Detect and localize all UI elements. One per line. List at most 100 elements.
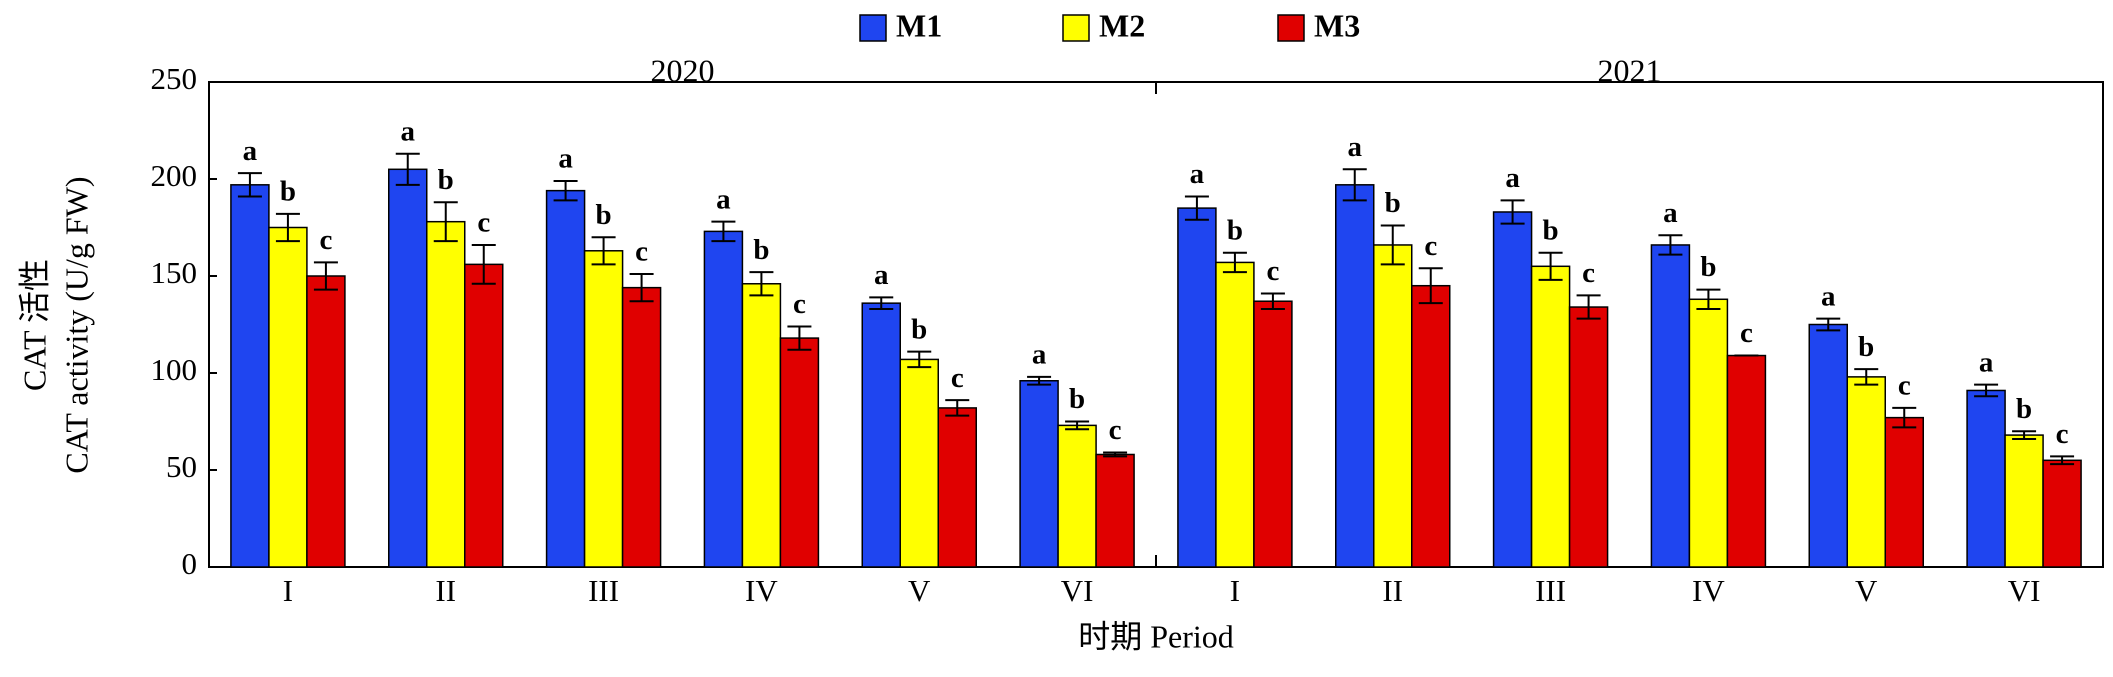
error-bar [471,243,496,285]
error-bar [869,296,894,310]
significance-label: c [1582,257,1595,289]
significance-label: c [1266,255,1279,287]
bar [703,230,744,568]
error-bar [553,179,578,202]
x-tick-label: V [1855,573,1878,608]
error-bar [1892,406,1917,429]
y-tick-label: 150 [151,255,198,290]
significance-label: c [1898,370,1911,402]
bar [1846,376,1886,568]
significance-label: a [401,115,416,147]
bar [1335,184,1375,568]
error-bar [2050,455,2075,466]
significance-label: a [1348,131,1363,163]
significance-label: a [1663,197,1678,229]
error-bar [907,350,932,369]
legend-swatch [1062,14,1090,42]
significance-label: a [716,183,731,215]
significance-label: c [2056,418,2069,450]
significance-label: a [874,259,889,291]
x-tick-label: I [1230,573,1240,608]
significance-label: a [1979,346,1994,378]
significance-label: c [1109,414,1122,446]
bar [1253,300,1293,568]
error-bar [945,399,970,417]
significance-label: c [793,288,806,320]
error-bar [1027,375,1052,386]
error-bar [629,273,654,303]
bar [1492,211,1533,568]
significance-label: a [558,143,573,175]
significance-label: c [1424,230,1437,262]
x-tick-label: IV [745,573,778,608]
y-tick-label: 200 [151,158,198,193]
significance-label: b [1543,214,1559,246]
significance-label: b [753,234,769,266]
error-bar [1816,317,1841,332]
error-bar [1184,195,1209,221]
bar [1688,298,1729,568]
bar [741,283,782,568]
bar [1373,244,1413,568]
x-tick-label: III [588,573,619,608]
legend-swatch [859,14,887,42]
significance-label: c [635,236,648,268]
significance-label: b [1227,214,1243,246]
group-label: 2021 [1598,52,1662,88]
error-bar [433,201,458,243]
error-bar [749,271,774,297]
significance-label: b [438,164,454,196]
bar [1530,265,1571,568]
error-bar [1103,451,1128,458]
error-bar [237,172,262,198]
x-tick-label: I [283,573,293,608]
error-bar [1658,234,1683,256]
significance-label: c [951,362,964,394]
error-bar [1418,267,1443,305]
x-tick-label: IV [1692,573,1725,608]
bar [1095,453,1135,568]
significance-label: a [1505,162,1520,194]
bar [388,168,428,568]
bar [937,407,977,568]
bar [899,358,939,568]
error-bar [1576,294,1601,320]
x-tick-label: II [1382,573,1403,608]
bar [1726,354,1767,568]
significance-label: b [911,313,927,345]
y-tick-label: 250 [151,61,198,96]
bar [1966,389,2006,568]
bar [1884,416,1924,568]
bar [621,286,662,568]
legend-label: M3 [1314,7,1360,43]
error-bar [395,152,420,186]
x-label: 时期 Period [1078,618,1234,654]
bar [545,189,586,568]
significance-label: a [1821,280,1836,312]
bar [2042,459,2082,568]
significance-label: a [243,135,258,167]
significance-label: b [596,199,612,231]
error-bar [2012,430,2037,440]
significance-label: c [1740,317,1753,349]
bar [1019,380,1059,568]
bar [1808,323,1848,568]
significance-label: a [1032,339,1047,371]
error-bar [591,236,616,266]
legend-label: M1 [896,7,942,43]
bar [268,226,308,568]
x-tick-label: V [908,573,931,608]
error-bar [1065,420,1090,431]
x-tick-label: III [1535,573,1566,608]
legend-swatch [1277,14,1305,42]
x-tick-label: VI [2008,573,2041,608]
significance-label: b [1385,187,1401,219]
error-bar [1538,251,1563,281]
x-tick-label: VI [1061,573,1094,608]
bar [1177,207,1217,568]
bar [2004,434,2044,568]
bar [583,250,624,568]
bar [1650,244,1691,568]
bar [1057,424,1097,568]
